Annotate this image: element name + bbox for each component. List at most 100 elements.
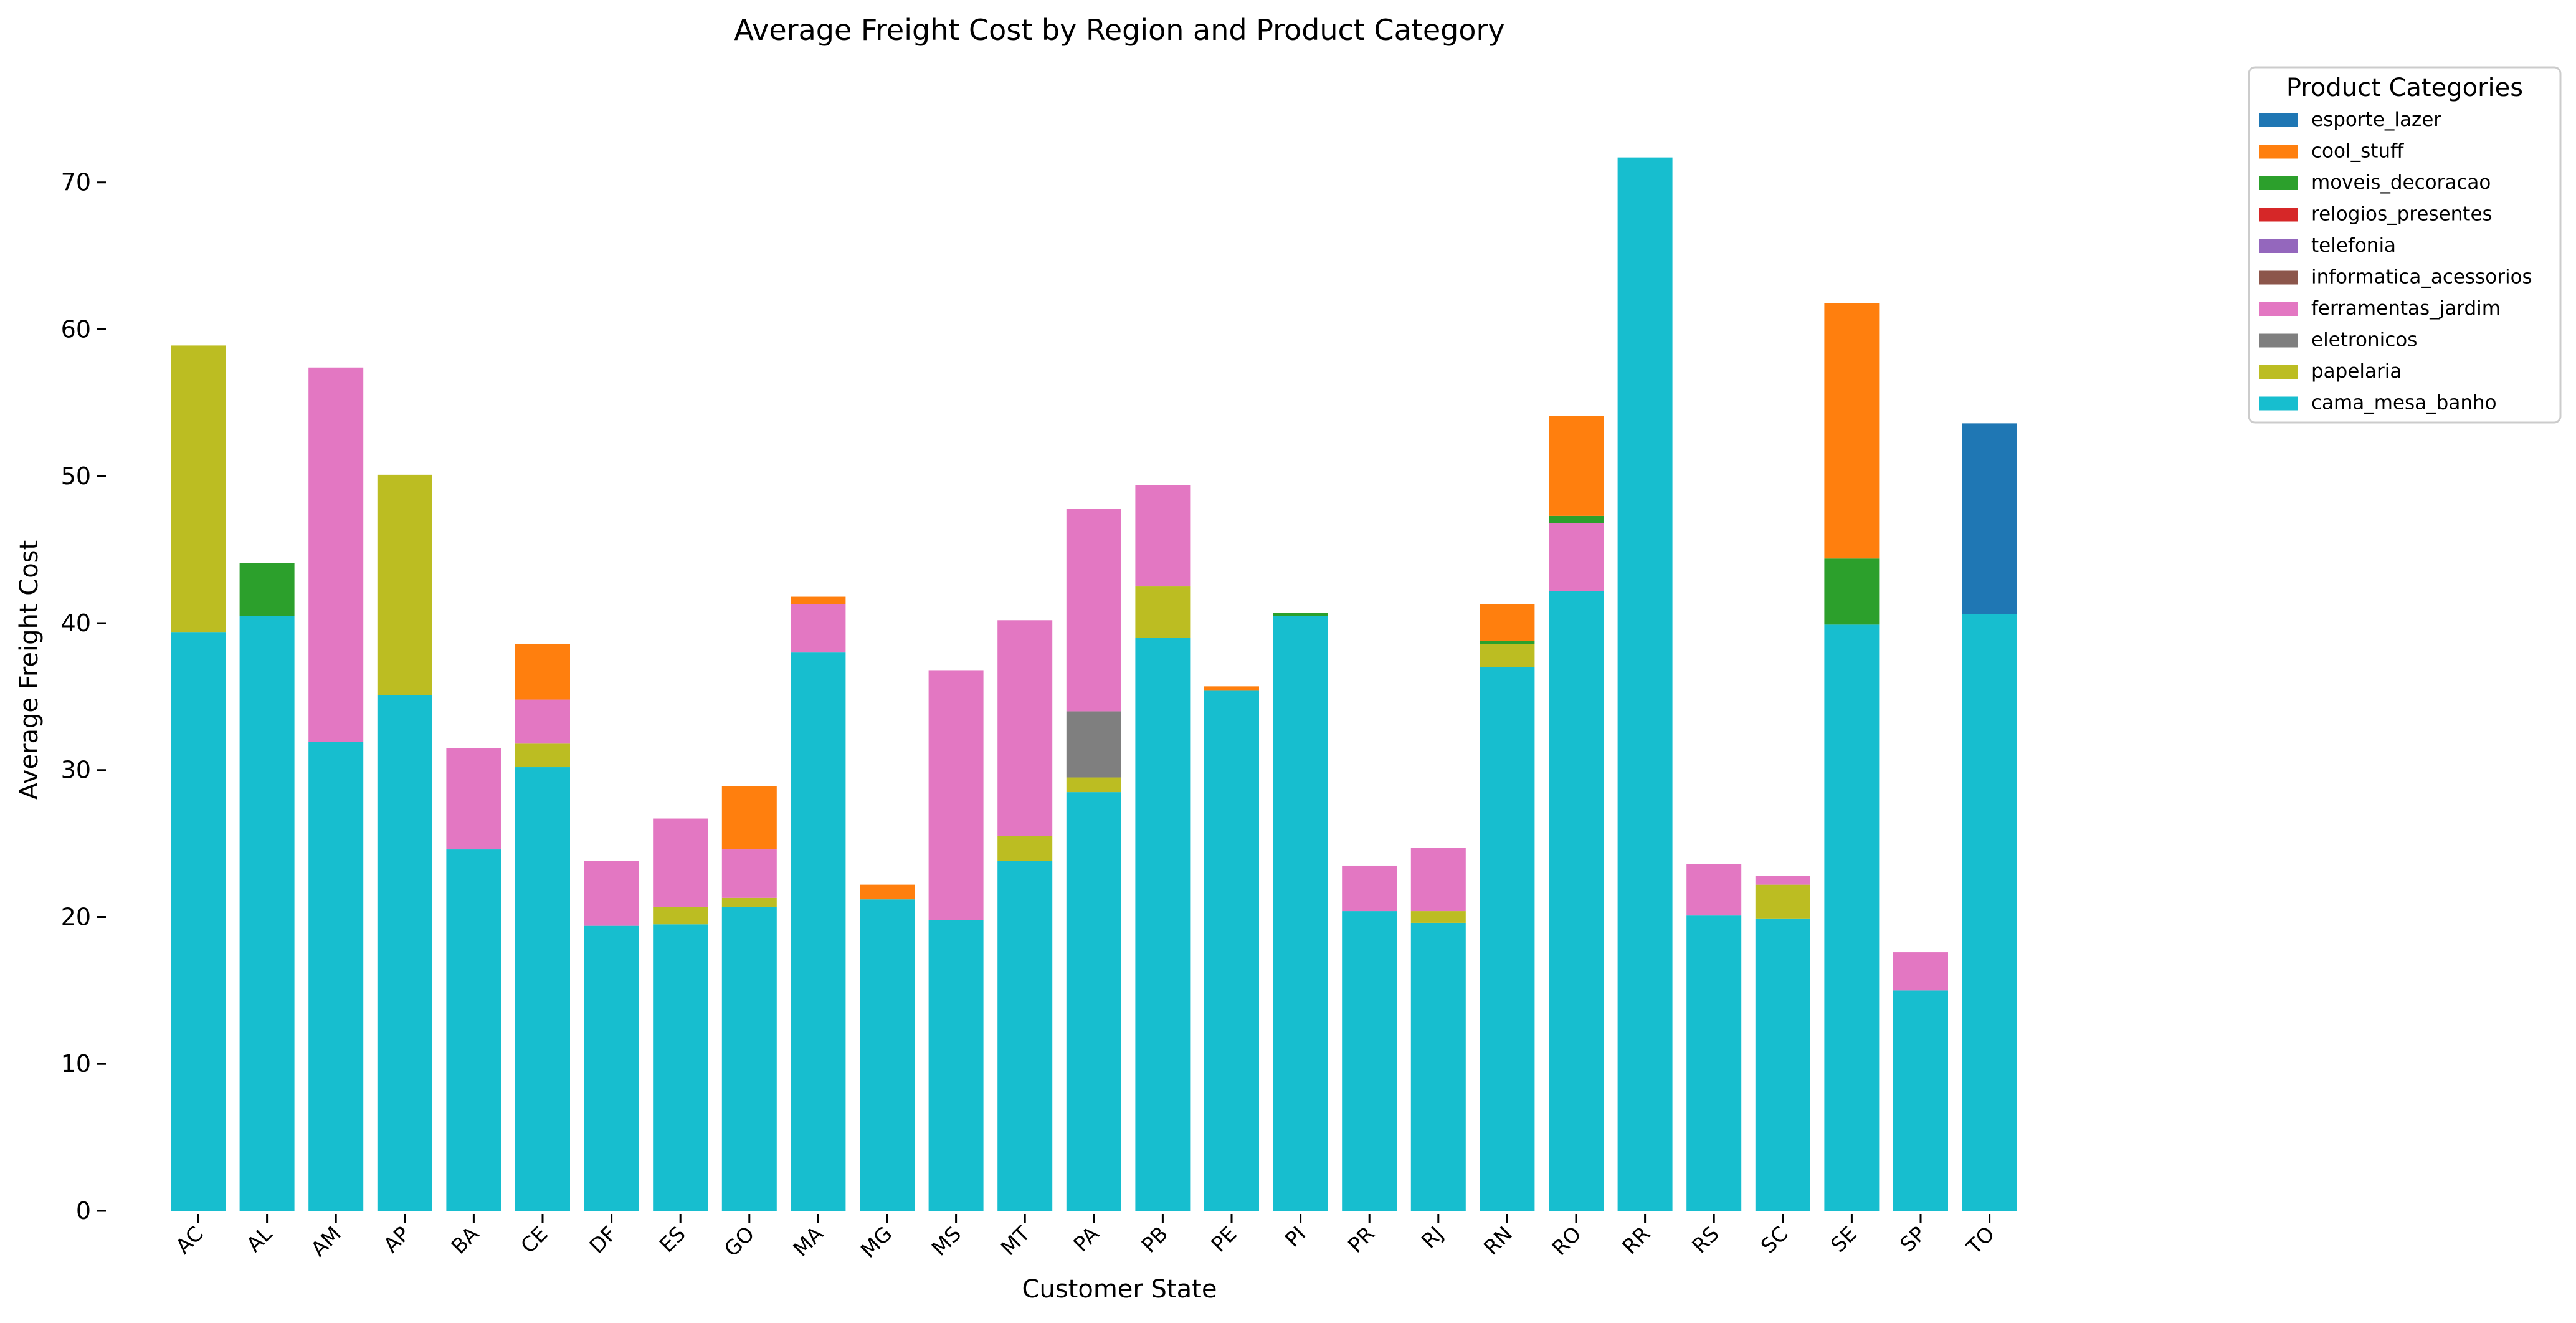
- x-tick-label-PR: PR: [1343, 1221, 1379, 1258]
- legend-label-eletronicos: eletronicos: [2311, 329, 2417, 351]
- legend-items: esporte_lazer cool_stuff moveis_decoracaor…: [2259, 108, 2532, 414]
- bar-segment-AM-ferramentas_jardim: [308, 367, 364, 742]
- bar-segment-RS-ferramentas_jardim: [1686, 864, 1742, 916]
- bar-segment-RJ-ferramentas_jardim: [1410, 848, 1466, 912]
- bar-segment-SE-cool_stuff: [1824, 303, 1880, 559]
- bar-segment-AP-papelaria: [377, 474, 432, 695]
- x-tick-label-RS: RS: [1687, 1221, 1724, 1258]
- bar-segment-CE-ferramentas_jardim: [515, 699, 570, 744]
- x-tick-label-TO: TO: [1961, 1221, 1999, 1259]
- bar-segment-AP-cama_mesa_banho: [377, 695, 432, 1211]
- bar-segment-MT-ferramentas_jardim: [997, 620, 1053, 836]
- bar-segment-DF-cama_mesa_banho: [584, 925, 639, 1211]
- bar-segment-AM-cama_mesa_banho: [308, 742, 364, 1211]
- bar-segment-PA-cama_mesa_banho: [1066, 792, 1121, 1211]
- x-tick-label-SC: SC: [1756, 1221, 1793, 1258]
- bar-segment-RN-cool_stuff: [1480, 604, 1535, 641]
- bar-segment-AL-moveis_decoracao: [239, 563, 295, 616]
- legend-label-relogios_presentes: relogios_presentes: [2311, 203, 2493, 226]
- legend-label-cama_mesa_banho: cama_mesa_banho: [2311, 392, 2497, 414]
- bar-segment-BA-cama_mesa_banho: [446, 849, 501, 1211]
- bar-segment-PE-cool_stuff: [1204, 686, 1259, 691]
- bar-segment-GO-ferramentas_jardim: [721, 849, 777, 898]
- bar-segment-PR-ferramentas_jardim: [1342, 865, 1397, 912]
- legend-label-telefonia: telefonia: [2311, 234, 2396, 257]
- bar-segment-DF-ferramentas_jardim: [584, 861, 639, 926]
- bar-segment-MT-papelaria: [997, 836, 1053, 861]
- x-tick-label-AM: AM: [306, 1221, 346, 1261]
- bar-segment-CE-cama_mesa_banho: [515, 767, 570, 1211]
- x-tick-label-RJ: RJ: [1417, 1221, 1448, 1253]
- bar-segment-MS-ferramentas_jardim: [928, 670, 984, 920]
- bar-segment-AL-cama_mesa_banho: [239, 616, 295, 1211]
- x-tick-label-ES: ES: [655, 1221, 690, 1257]
- x-tick-label-RR: RR: [1617, 1221, 1655, 1259]
- bar-segment-ES-cama_mesa_banho: [653, 924, 708, 1211]
- bar-segment-GO-cama_mesa_banho: [721, 906, 777, 1211]
- y-tick-label: 10: [61, 1050, 91, 1077]
- bar-segment-RO-cool_stuff: [1549, 416, 1604, 516]
- bar-segment-BA-ferramentas_jardim: [446, 748, 501, 850]
- bar-segment-MG-cama_mesa_banho: [860, 899, 915, 1211]
- bar-segment-SE-cama_mesa_banho: [1824, 624, 1880, 1211]
- bar-segment-ES-papelaria: [653, 906, 708, 925]
- x-tick-label-SE: SE: [1826, 1221, 1861, 1257]
- x-tick-label-SP: SP: [1895, 1221, 1930, 1256]
- x-tick-label-AC: AC: [171, 1221, 207, 1258]
- legend-title: Product Categories: [2286, 74, 2523, 102]
- bar-segment-CE-cool_stuff: [515, 643, 570, 700]
- bar-segment-TO-cama_mesa_banho: [1962, 614, 2017, 1211]
- legend-swatch-moveis_decoracao: [2259, 176, 2298, 190]
- bar-segment-RN-moveis_decoracao: [1480, 641, 1535, 644]
- bar-segment-RJ-cama_mesa_banho: [1410, 922, 1466, 1211]
- legend-label-moveis_decoracao: moveis_decoracao: [2311, 171, 2491, 194]
- legend-swatch-esporte_lazer: [2259, 113, 2298, 127]
- x-tick-label-DF: DF: [584, 1221, 621, 1258]
- bar-segment-PR-cama_mesa_banho: [1342, 911, 1397, 1211]
- legend-label-cool_stuff: cool_stuff: [2311, 140, 2404, 163]
- x-tick-label-AP: AP: [379, 1221, 415, 1258]
- bar-segment-PB-papelaria: [1135, 586, 1191, 638]
- bar-segment-RO-moveis_decoracao: [1549, 515, 1604, 523]
- legend-swatch-cool_stuff: [2259, 145, 2298, 159]
- y-tick-label: 50: [61, 462, 91, 490]
- bar-segment-PI-cama_mesa_banho: [1273, 616, 1328, 1211]
- bar-segment-PB-cama_mesa_banho: [1135, 638, 1191, 1211]
- x-axis: AC AL AM AP BA CE DF ES GO MA MG MS MT PA PB PE PI PR RJ RN…: [171, 1214, 1999, 1263]
- bar-segment-AC-cama_mesa_banho: [171, 632, 226, 1211]
- legend-label-papelaria: papelaria: [2311, 360, 2402, 383]
- bar-segment-PA-ferramentas_jardim: [1066, 509, 1121, 712]
- x-tick-label-BA: BA: [447, 1221, 484, 1259]
- bar-segment-RO-cama_mesa_banho: [1549, 591, 1604, 1211]
- y-tick-label: 70: [61, 169, 91, 196]
- bar-segment-MG-cool_stuff: [860, 884, 915, 900]
- bar-segment-SC-ferramentas_jardim: [1755, 876, 1810, 885]
- bar-segment-AC-papelaria: [171, 345, 226, 633]
- legend-swatch-relogios_presentes: [2259, 208, 2298, 222]
- bar-segment-RR-cama_mesa_banho: [1617, 157, 1673, 1211]
- legend-swatch-ferramentas_jardim: [2259, 302, 2298, 316]
- bar-segment-PA-eletronicos: [1066, 711, 1121, 778]
- x-tick-label-CE: CE: [516, 1221, 553, 1258]
- legend-label-informatica_acessorios: informatica_acessorios: [2311, 266, 2532, 289]
- y-tick-label: 20: [61, 903, 91, 930]
- bar-segment-RO-ferramentas_jardim: [1549, 523, 1604, 591]
- bar-segment-MA-cool_stuff: [791, 596, 846, 604]
- bar-segment-MS-cama_mesa_banho: [928, 920, 984, 1211]
- bar-segment-TO-esporte_lazer: [1962, 423, 2017, 614]
- y-axis-label: Average Freight Cost: [15, 540, 44, 800]
- bar-segment-RJ-papelaria: [1410, 911, 1466, 923]
- legend-label-esporte_lazer: esporte_lazer: [2311, 108, 2441, 131]
- bar-segment-PI-moveis_decoracao: [1273, 613, 1328, 616]
- bar-segment-RN-cama_mesa_banho: [1480, 667, 1535, 1211]
- legend-swatch-eletronicos: [2259, 333, 2298, 348]
- bar-segment-GO-cool_stuff: [721, 786, 777, 850]
- legend-label-ferramentas_jardim: ferramentas_jardim: [2311, 297, 2501, 320]
- x-tick-label-PA: PA: [1068, 1221, 1103, 1256]
- bar-segment-SP-cama_mesa_banho: [1893, 990, 1948, 1211]
- x-tick-label-AL: AL: [242, 1221, 277, 1257]
- legend-swatch-informatica_acessorios: [2259, 270, 2298, 285]
- bar-segment-MT-cama_mesa_banho: [997, 861, 1053, 1211]
